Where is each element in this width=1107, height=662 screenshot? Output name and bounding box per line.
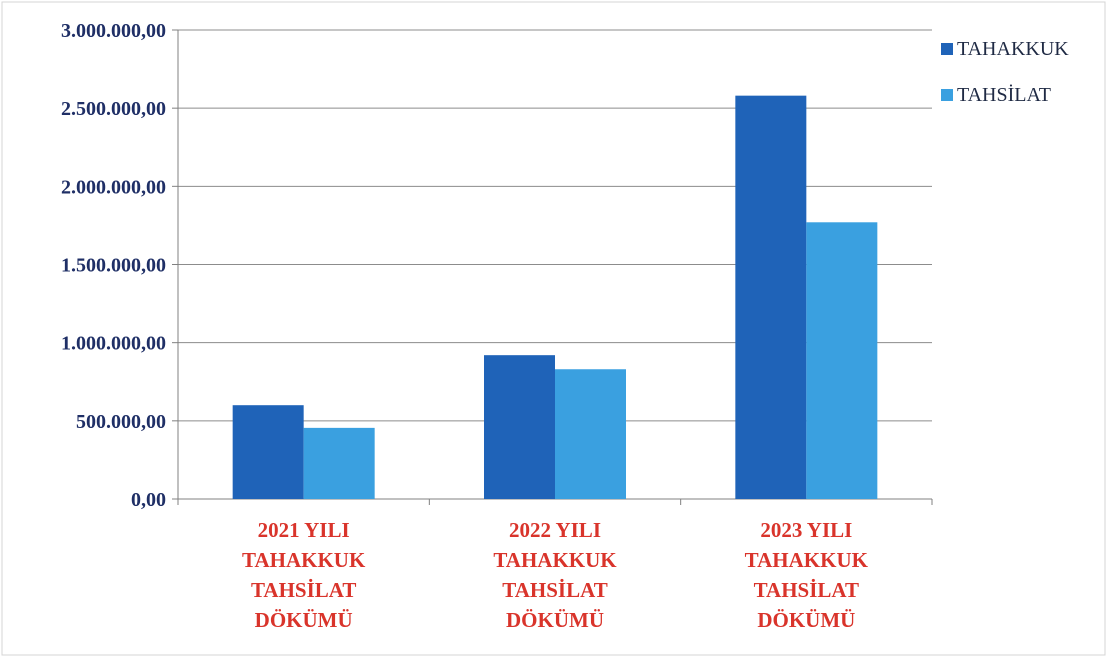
y-tick-label: 2.500.000,00: [61, 98, 166, 120]
bar-tahsi-lat-2: [555, 369, 626, 499]
x-category-label: 2021 YILI: [258, 518, 350, 542]
y-tick-label: 500.000,00: [76, 411, 166, 433]
y-tick-label: 2.000.000,00: [61, 176, 166, 198]
x-category-label: TAHSİLAT: [251, 578, 356, 602]
bar-tahakkuk-1: [232, 405, 304, 499]
bars: [232, 95, 878, 500]
x-category-label: TAHSİLAT: [754, 578, 859, 602]
bar-tahakkuk-3: [735, 95, 807, 499]
legend-label: TAHSİLAT: [957, 83, 1051, 106]
y-tick-label: 1.500.000,00: [61, 255, 166, 277]
y-tick-labels: 0,00 500.000,00 1.000.000,00 1.500.000,00 2.…: [61, 20, 166, 511]
bar-tahsi-lat-1: [303, 427, 375, 499]
legend-label: TAHAKKUK: [957, 38, 1069, 60]
x-category-labels: 2021 YILI TAHAKKUK TAHSİLAT DÖKÜMÜ 2022 YILI…: [242, 518, 869, 632]
x-category-label: DÖKÜMÜ: [506, 608, 604, 632]
legend-swatch: [941, 43, 953, 55]
x-category-label: 2023 YILI: [760, 518, 852, 542]
x-category-label: DÖKÜMÜ: [757, 608, 855, 632]
legend: TAHAKKUK TAHSİLAT: [941, 38, 1069, 106]
legend-swatch: [941, 89, 953, 101]
x-category-label: DÖKÜMÜ: [255, 608, 353, 632]
x-category-label: TAHAKKUK: [745, 548, 869, 572]
x-category-label: TAHAKKUK: [242, 548, 366, 572]
bar-tahsi-lat-3: [806, 222, 878, 500]
bar-tahakkuk-2: [484, 355, 555, 499]
y-tick-label: 0,00: [131, 489, 166, 511]
x-category-label: TAHAKKUK: [493, 548, 617, 572]
y-tick-label: 1.000.000,00: [61, 333, 166, 355]
y-tick-label: 3.000.000,00: [61, 20, 166, 42]
x-category-label: TAHSİLAT: [502, 578, 607, 602]
x-category-label: 2022 YILI: [509, 518, 601, 542]
